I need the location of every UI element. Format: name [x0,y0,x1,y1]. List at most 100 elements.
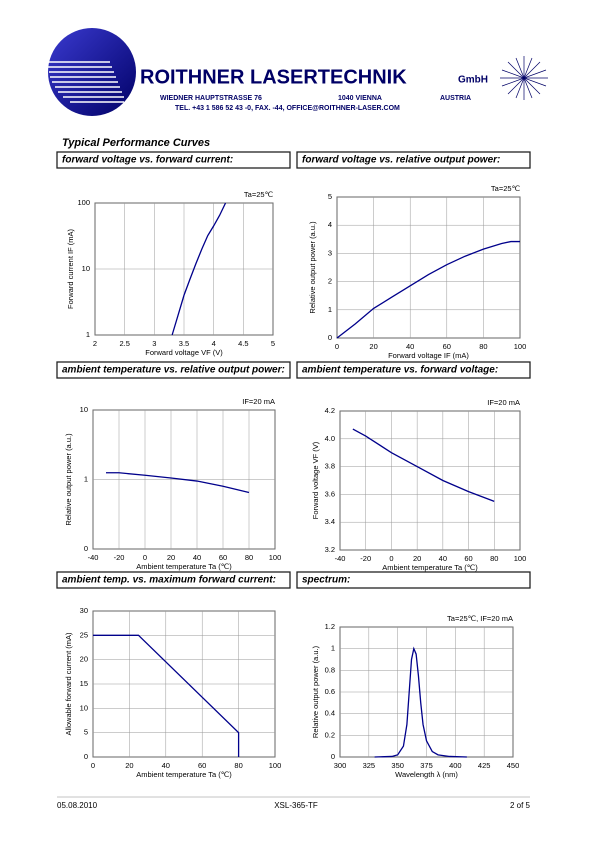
annotation: IF=20 mA [242,397,275,406]
x-tick-label: 400 [449,761,462,770]
logo [48,28,548,116]
panel-title: ambient temperature vs. forward voltage: [302,365,498,376]
y-tick-label: 3.8 [325,462,335,471]
x-tick-label: 40 [162,761,170,770]
x-tick-label: -20 [114,553,125,562]
x-tick-label: 0 [143,553,147,562]
y-tick-label: 4.0 [325,434,335,443]
x-tick-label: 60 [443,342,451,351]
y-axis-label: Relative output power (a.u.) [308,221,317,314]
y-tick-label: 15 [80,679,88,688]
x-tick-label: 0 [335,342,339,351]
x-tick-label: 3.5 [179,339,189,348]
annotation: IF=20 mA [487,398,520,407]
y-tick-label: 1 [331,644,335,653]
y-tick-label: 1 [328,305,332,314]
x-tick-label: 450 [507,761,520,770]
y-tick-label: 3.4 [325,517,335,526]
plot-area [339,410,521,551]
panel-header [56,151,291,169]
y-axis-label: Relative output power (a.u.) [64,433,73,526]
x-axis-label: Forward voltage VF (V) [145,348,223,357]
x-tick-label: 60 [198,761,206,770]
y-tick-label: 10 [82,264,90,273]
country: AUSTRIA [440,95,471,102]
x-tick-label: 2.5 [119,339,129,348]
y-tick-label: 4.2 [325,406,335,415]
x-tick-label: 2 [93,339,97,348]
y-tick-label: 1 [86,330,90,339]
city: 1040 VIENNA [338,95,382,102]
x-tick-label: 100 [269,553,282,562]
x-axis-label: Ambient temperature Ta (℃) [382,563,478,572]
data-line [336,240,520,339]
y-tick-label: 25 [80,630,88,639]
y-tick-label: 0 [84,544,88,553]
panel-title: ambient temperature vs. relative output … [62,365,285,376]
x-tick-label: 40 [439,554,447,563]
x-tick-label: 20 [413,554,421,563]
y-tick-label: 4 [328,220,332,229]
y-tick-label: 0.4 [325,709,335,718]
footer-date: 05.08.2010 [57,801,98,810]
y-tick-label: 1.2 [325,622,335,631]
y-tick-label: 0.6 [325,687,335,696]
x-tick-label: 40 [406,342,414,351]
x-tick-label: 80 [479,342,487,351]
y-tick-label: 0 [331,752,335,761]
annotation: Ta=25℃, IF=20 mA [447,614,513,623]
x-axis-label: Forward voltage IF (mA) [388,351,469,360]
y-tick-label: 0.8 [325,665,335,674]
annotation: Ta=25℃ [244,190,274,199]
y-tick-label: 3.2 [325,545,335,554]
x-tick-label: 80 [245,553,253,562]
x-tick-label: 100 [514,342,527,351]
footer-page: 2 of 5 [510,801,531,810]
x-tick-label: 300 [334,761,347,770]
x-tick-label: 20 [369,342,377,351]
x-tick-label: 425 [478,761,491,770]
y-tick-label: 5 [328,192,332,201]
x-tick-label: 375 [420,761,433,770]
panel-title: forward voltage vs. forward current: [62,155,233,166]
y-tick-label: 10 [80,405,88,414]
x-tick-label: 20 [167,553,175,562]
company-name: ROITHNER LASERTECHNIK [140,66,407,88]
annotation: Ta=25℃ [491,184,521,193]
x-tick-label: 20 [125,761,133,770]
x-tick-label: 80 [490,554,498,563]
y-tick-label: 2 [328,277,332,286]
x-tick-label: -20 [360,554,371,563]
y-tick-label: 3 [328,248,332,257]
address: WIEDNER HAUPTSTRASSE 76 [160,95,262,102]
x-tick-label: 3 [152,339,156,348]
y-tick-label: 30 [80,606,88,615]
y-tick-label: 1 [84,474,88,483]
y-tick-label: 3.6 [325,489,335,498]
x-tick-label: 80 [234,761,242,770]
data-line [106,472,250,494]
y-tick-label: 5 [84,728,88,737]
data-line [374,646,467,758]
data-line [93,634,240,757]
x-tick-label: 4.5 [238,339,248,348]
y-axis-label: Allowable forward current (mA) [64,632,73,735]
y-axis-label: Forward current IF (mA) [66,228,75,309]
x-axis-label: Ambient temperature Ta (℃) [136,562,232,571]
y-tick-label: 0.2 [325,730,335,739]
contact: TEL. +43 1 586 52 43 -0, FAX. -44, OFFIC… [175,105,400,112]
panel-header [296,151,531,169]
x-tick-label: 4 [212,339,216,348]
x-tick-label: 40 [193,553,201,562]
x-axis-label: Ambient temperature Ta (℃) [136,770,232,779]
panel-header [296,571,531,589]
x-tick-label: 100 [269,761,282,770]
y-tick-label: 10 [80,703,88,712]
panel-title: spectrum: [302,575,350,586]
x-tick-label: 325 [363,761,376,770]
x-tick-label: 350 [391,761,404,770]
company-suffix: GmbH [458,75,488,86]
y-axis-label: Relative output power (a.u.) [311,645,320,738]
panel-title: forward voltage vs. relative output powe… [302,155,500,166]
y-tick-label: 100 [77,198,90,207]
